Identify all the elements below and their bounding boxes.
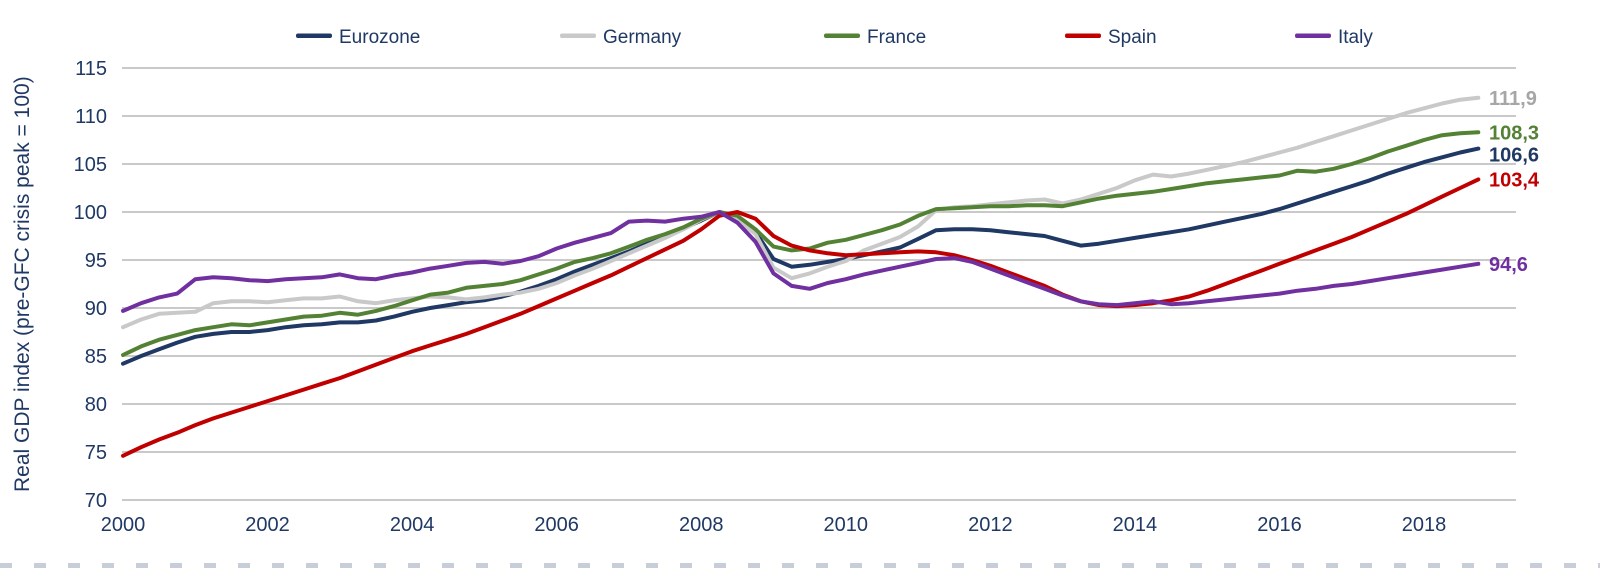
x-tick-label-2004: 2004	[390, 514, 435, 536]
series-end-label-italy: 94,6	[1489, 254, 1528, 276]
legend-swatch-germany	[560, 33, 596, 38]
y-tick-label-70: 70	[85, 490, 107, 512]
series-end-label-germany: 111,9	[1489, 88, 1537, 110]
y-tick-label-95: 95	[85, 250, 107, 272]
legend-swatch-eurozone	[296, 33, 332, 38]
legend-swatch-spain	[1065, 33, 1101, 38]
y-tick-label-105: 105	[74, 154, 107, 176]
series-line-germany	[121, 95, 1481, 330]
x-tick-label-2014: 2014	[1113, 514, 1158, 536]
y-axis-title: Real GDP index (pre-GFC crisis peak = 10…	[11, 76, 34, 492]
y-tick-label-80: 80	[85, 394, 107, 416]
y-tick-label-115: 115	[75, 58, 107, 80]
x-tick-label-2010: 2010	[824, 514, 869, 536]
y-tick-label-90: 90	[85, 298, 107, 320]
x-tick-label-2000: 2000	[101, 514, 146, 536]
x-tick-label-2016: 2016	[1257, 514, 1302, 536]
legend-label-italy: Italy	[1338, 27, 1373, 48]
x-tick-label-2018: 2018	[1402, 514, 1447, 536]
series-line-eurozone	[121, 146, 1481, 366]
x-tick-label-2012: 2012	[968, 514, 1013, 536]
legend-label-spain: Spain	[1108, 27, 1157, 48]
y-tick-label-110: 110	[75, 106, 107, 128]
series-end-label-france: 108,3	[1489, 122, 1539, 144]
series-end-label-spain: 103,4	[1489, 169, 1540, 191]
x-tick-label-2008: 2008	[679, 514, 724, 536]
y-tick-label-75: 75	[85, 442, 107, 464]
legend-swatch-italy	[1295, 33, 1331, 38]
x-tick-label-2006: 2006	[534, 514, 579, 536]
series-end-label-eurozone: 106,6	[1489, 144, 1539, 166]
legend-swatch-france	[824, 33, 860, 38]
legend-label-france: France	[867, 27, 926, 48]
legend-label-eurozone: Eurozone	[339, 27, 420, 48]
series-line-france	[121, 130, 1481, 357]
cropped-bottom-edge-artifact	[0, 563, 1600, 568]
y-tick-label-100: 100	[74, 202, 107, 224]
x-tick-label-2002: 2002	[245, 514, 290, 536]
series-line-spain	[121, 177, 1481, 458]
legend-label-germany: Germany	[603, 27, 682, 48]
y-tick-label-85: 85	[85, 346, 107, 368]
series-line-italy	[121, 210, 1481, 313]
